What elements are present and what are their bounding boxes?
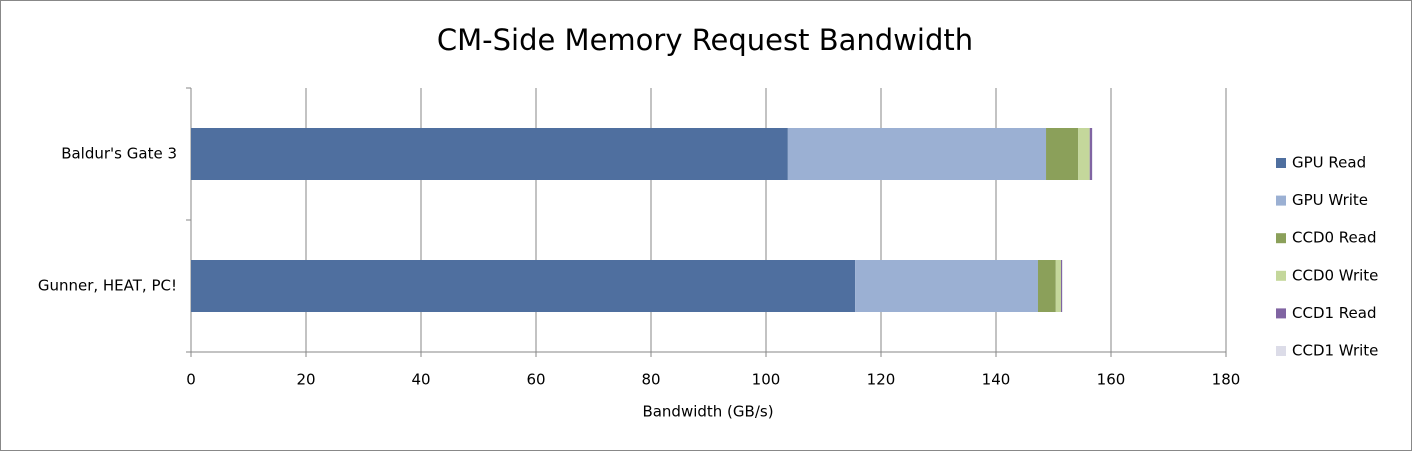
legend-swatch bbox=[1276, 270, 1286, 281]
legend-swatch bbox=[1276, 233, 1286, 244]
bar-segment bbox=[1060, 260, 1063, 312]
chart-title: CM-Side Memory Request Bandwidth bbox=[437, 23, 973, 57]
x-tick-label: 160 bbox=[1097, 371, 1126, 389]
bar-segment bbox=[1062, 260, 1063, 312]
x-tick-label: 40 bbox=[411, 371, 430, 389]
bar-segment bbox=[1089, 128, 1093, 180]
legend-swatch bbox=[1276, 158, 1286, 168]
legend-label: CCD0 Read bbox=[1292, 229, 1377, 247]
x-tick-label: 0 bbox=[186, 371, 196, 389]
x-tick-label: 180 bbox=[1212, 371, 1241, 389]
y-tick-label: Gunner, HEAT, PC! bbox=[38, 277, 177, 295]
legend-label: CCD1 Read bbox=[1292, 304, 1377, 322]
legend-swatch bbox=[1276, 308, 1286, 319]
bar-segment bbox=[855, 260, 1038, 312]
bar-segment bbox=[1078, 128, 1090, 180]
bar-segment bbox=[1037, 260, 1056, 312]
legend-swatch bbox=[1276, 346, 1286, 356]
x-axis-label: Bandwidth (GB/s) bbox=[642, 403, 773, 421]
bar-segment bbox=[191, 260, 856, 312]
legend-label: GPU Read bbox=[1292, 154, 1366, 172]
bar-segment bbox=[787, 128, 1047, 180]
x-tick-label: 80 bbox=[641, 371, 660, 389]
x-tick-label: 140 bbox=[982, 371, 1011, 389]
legend-label: CCD1 Write bbox=[1292, 342, 1378, 360]
x-tick-label: 20 bbox=[296, 371, 315, 389]
legend-label: CCD0 Write bbox=[1292, 266, 1378, 284]
bar-segment bbox=[1092, 128, 1093, 180]
x-tick-label: 100 bbox=[752, 371, 781, 389]
bar-segment bbox=[1055, 260, 1061, 312]
legend-swatch bbox=[1276, 195, 1286, 206]
x-tick-label: 60 bbox=[526, 371, 545, 389]
bar-segment bbox=[1046, 128, 1079, 180]
y-tick-label: Baldur's Gate 3 bbox=[61, 145, 177, 163]
x-tick-label: 120 bbox=[867, 371, 896, 389]
bar-segment bbox=[191, 128, 788, 180]
legend-label: GPU Write bbox=[1292, 191, 1368, 209]
